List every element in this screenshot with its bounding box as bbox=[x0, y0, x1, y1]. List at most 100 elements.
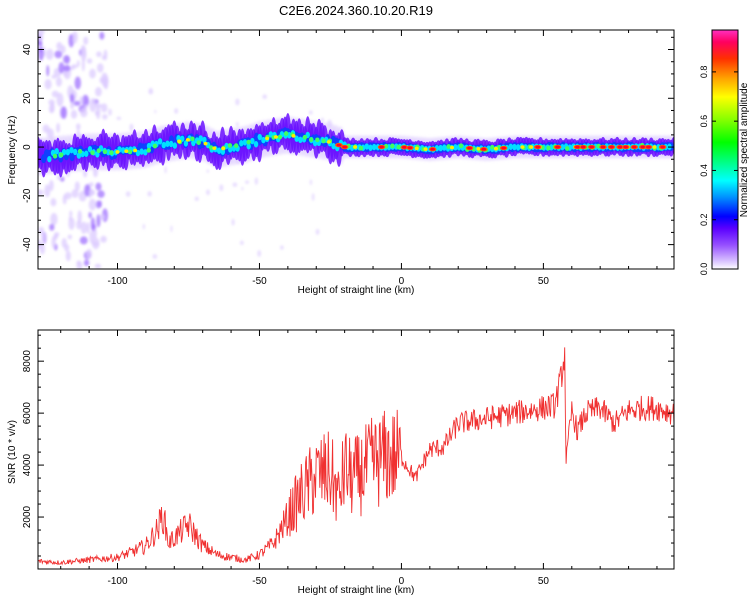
noise-blob bbox=[51, 236, 56, 249]
noise-blob bbox=[88, 198, 97, 211]
ridge-hot bbox=[609, 145, 614, 149]
snr-xlabel: Height of straight line (km) bbox=[298, 585, 415, 596]
snr-ylabel: SNR (10 * v/v) bbox=[7, 420, 18, 484]
noise-blob bbox=[76, 260, 82, 266]
ridge-hot bbox=[467, 146, 472, 150]
ridge-green bbox=[458, 143, 464, 149]
ridge-cyan bbox=[560, 143, 565, 151]
ridge-cyan bbox=[120, 147, 126, 154]
noise-blob bbox=[194, 196, 199, 201]
ridge-yellow bbox=[493, 146, 498, 151]
y-tick-label: 2000 bbox=[22, 505, 33, 528]
snr-line bbox=[38, 347, 674, 566]
ridge-hot bbox=[379, 145, 384, 149]
ridge-yellow bbox=[203, 141, 208, 146]
y-tick-label: -40 bbox=[22, 237, 33, 252]
noise-blob bbox=[262, 94, 268, 100]
noise-blob bbox=[69, 210, 73, 218]
noise-blob bbox=[81, 58, 85, 72]
ridge-cyan bbox=[76, 152, 82, 159]
noise-blob bbox=[70, 102, 75, 110]
noise-blob bbox=[89, 68, 96, 79]
ridge-yellow bbox=[529, 145, 534, 149]
ridge-green bbox=[390, 143, 395, 149]
snr-panel: -100 -50 0 50 2000 4000 6000 8000 Height of str… bbox=[7, 329, 675, 596]
noise-blob bbox=[49, 223, 55, 231]
colorbar-ticks: 0.0 0.2 0.4 0.6 0.8 bbox=[699, 66, 738, 275]
ridge-green bbox=[308, 137, 314, 143]
ridge-cyan bbox=[168, 140, 174, 148]
colorbar-tick-label: 0.6 bbox=[699, 115, 709, 128]
ridge-cyan bbox=[294, 135, 299, 142]
colorbar: 0.0 0.2 0.4 0.6 0.8 Normalized spectral ampl… bbox=[699, 29, 750, 275]
ridge-yellow bbox=[273, 135, 278, 139]
ridge-cyan bbox=[253, 141, 259, 148]
ridge-hot bbox=[575, 145, 580, 149]
ridge-cyan bbox=[172, 142, 178, 149]
y-tick-label: 8000 bbox=[22, 350, 33, 373]
ridge-cyan bbox=[165, 140, 170, 147]
noise-blob bbox=[170, 225, 173, 233]
noise-blob bbox=[91, 237, 100, 250]
noise-blob bbox=[102, 114, 108, 120]
ridge-yellow bbox=[291, 134, 296, 138]
ridge-hot bbox=[430, 147, 436, 151]
noise-blob bbox=[60, 106, 67, 119]
noise-blob bbox=[84, 104, 88, 110]
ridge-cyan bbox=[202, 136, 207, 144]
ridge-cyan bbox=[515, 144, 521, 151]
noise-blob bbox=[83, 36, 89, 45]
noise-blob bbox=[309, 110, 313, 115]
colorbar-tick-label: 0.4 bbox=[699, 164, 709, 177]
noise-blob bbox=[100, 235, 107, 243]
noise-blob bbox=[240, 240, 244, 246]
ridge-cyan bbox=[257, 133, 262, 141]
x-tick-label: 50 bbox=[538, 276, 550, 287]
snr-marks bbox=[38, 347, 674, 566]
noise-blob bbox=[280, 245, 284, 250]
spectrogram-core bbox=[38, 112, 674, 178]
noise-blob bbox=[152, 254, 158, 259]
x-tick-label: 0 bbox=[399, 576, 405, 587]
noise-blob bbox=[67, 234, 73, 240]
ridge-green bbox=[246, 139, 251, 145]
noise-blob bbox=[51, 90, 59, 98]
ridge-cyan bbox=[364, 143, 369, 150]
ridge-green bbox=[96, 148, 101, 154]
noise-blob bbox=[46, 128, 54, 139]
noise-blob bbox=[81, 94, 90, 108]
noise-blob bbox=[96, 63, 104, 73]
ridge-cyan bbox=[368, 144, 373, 151]
noise-blob bbox=[129, 123, 134, 132]
noise-blob bbox=[206, 169, 209, 173]
ridge-cyan bbox=[242, 139, 248, 146]
x-tick-label: -50 bbox=[252, 276, 267, 287]
noise-blob bbox=[94, 87, 102, 97]
noise-blob bbox=[235, 122, 239, 127]
ridge-cyan bbox=[371, 143, 377, 151]
noise-blob bbox=[80, 47, 87, 62]
noise-blob bbox=[245, 180, 250, 184]
noise-blob bbox=[50, 198, 57, 207]
noise-blob bbox=[54, 50, 63, 59]
ridge-green bbox=[52, 153, 58, 159]
noise-blob bbox=[174, 108, 179, 114]
noise-blob bbox=[56, 122, 61, 133]
ridge-green bbox=[565, 146, 570, 151]
noise-blob bbox=[63, 65, 71, 72]
colorbar-tick-label: 0.2 bbox=[699, 213, 709, 226]
ridge-cyan bbox=[331, 142, 336, 150]
noise-blob bbox=[65, 250, 71, 262]
ridge-green bbox=[109, 150, 114, 156]
ridge-green bbox=[321, 138, 326, 144]
colorbar-frame bbox=[711, 29, 739, 270]
x-tick-label: -50 bbox=[252, 576, 267, 587]
noise-blob bbox=[99, 31, 105, 40]
ridge-green bbox=[152, 143, 158, 149]
ridge-cyan bbox=[261, 136, 266, 144]
noise-blob bbox=[100, 103, 108, 113]
noise-blob bbox=[63, 55, 70, 64]
ridge-cyan bbox=[298, 136, 303, 144]
ridge-yellow bbox=[185, 138, 190, 142]
spectrogram-panel: -100 -50 0 50 -40 -20 0 20 40 Height of straight… bbox=[7, 29, 675, 296]
